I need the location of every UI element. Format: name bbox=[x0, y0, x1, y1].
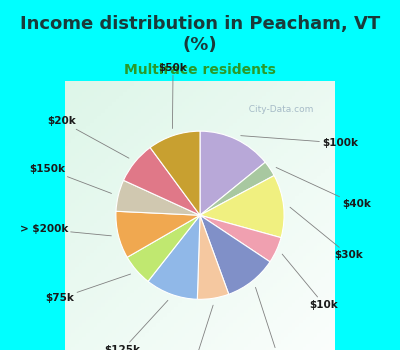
Text: Multirace residents: Multirace residents bbox=[124, 63, 276, 77]
Text: $20k: $20k bbox=[48, 117, 129, 158]
Text: $200k: $200k bbox=[256, 287, 296, 350]
Wedge shape bbox=[200, 131, 265, 215]
Wedge shape bbox=[200, 162, 274, 215]
Text: $10k: $10k bbox=[282, 254, 338, 310]
Wedge shape bbox=[127, 215, 200, 281]
Text: > $200k: > $200k bbox=[20, 224, 111, 236]
Wedge shape bbox=[150, 131, 200, 215]
Wedge shape bbox=[197, 215, 229, 299]
Wedge shape bbox=[124, 148, 200, 215]
Wedge shape bbox=[200, 215, 270, 294]
Wedge shape bbox=[116, 180, 200, 215]
Wedge shape bbox=[200, 176, 284, 238]
Text: $30k: $30k bbox=[290, 207, 363, 260]
Text: $50k: $50k bbox=[159, 63, 188, 128]
Wedge shape bbox=[200, 215, 281, 262]
Text: $60k: $60k bbox=[180, 305, 213, 350]
Text: $75k: $75k bbox=[46, 274, 130, 303]
Wedge shape bbox=[148, 215, 200, 299]
Text: $150k: $150k bbox=[29, 164, 112, 194]
Text: $100k: $100k bbox=[241, 136, 358, 148]
Text: $40k: $40k bbox=[276, 167, 371, 209]
Text: Income distribution in Peacham, VT
(%): Income distribution in Peacham, VT (%) bbox=[20, 15, 380, 54]
Wedge shape bbox=[116, 211, 200, 257]
Text: City-Data.com: City-Data.com bbox=[243, 105, 313, 114]
Text: $125k: $125k bbox=[104, 300, 168, 350]
